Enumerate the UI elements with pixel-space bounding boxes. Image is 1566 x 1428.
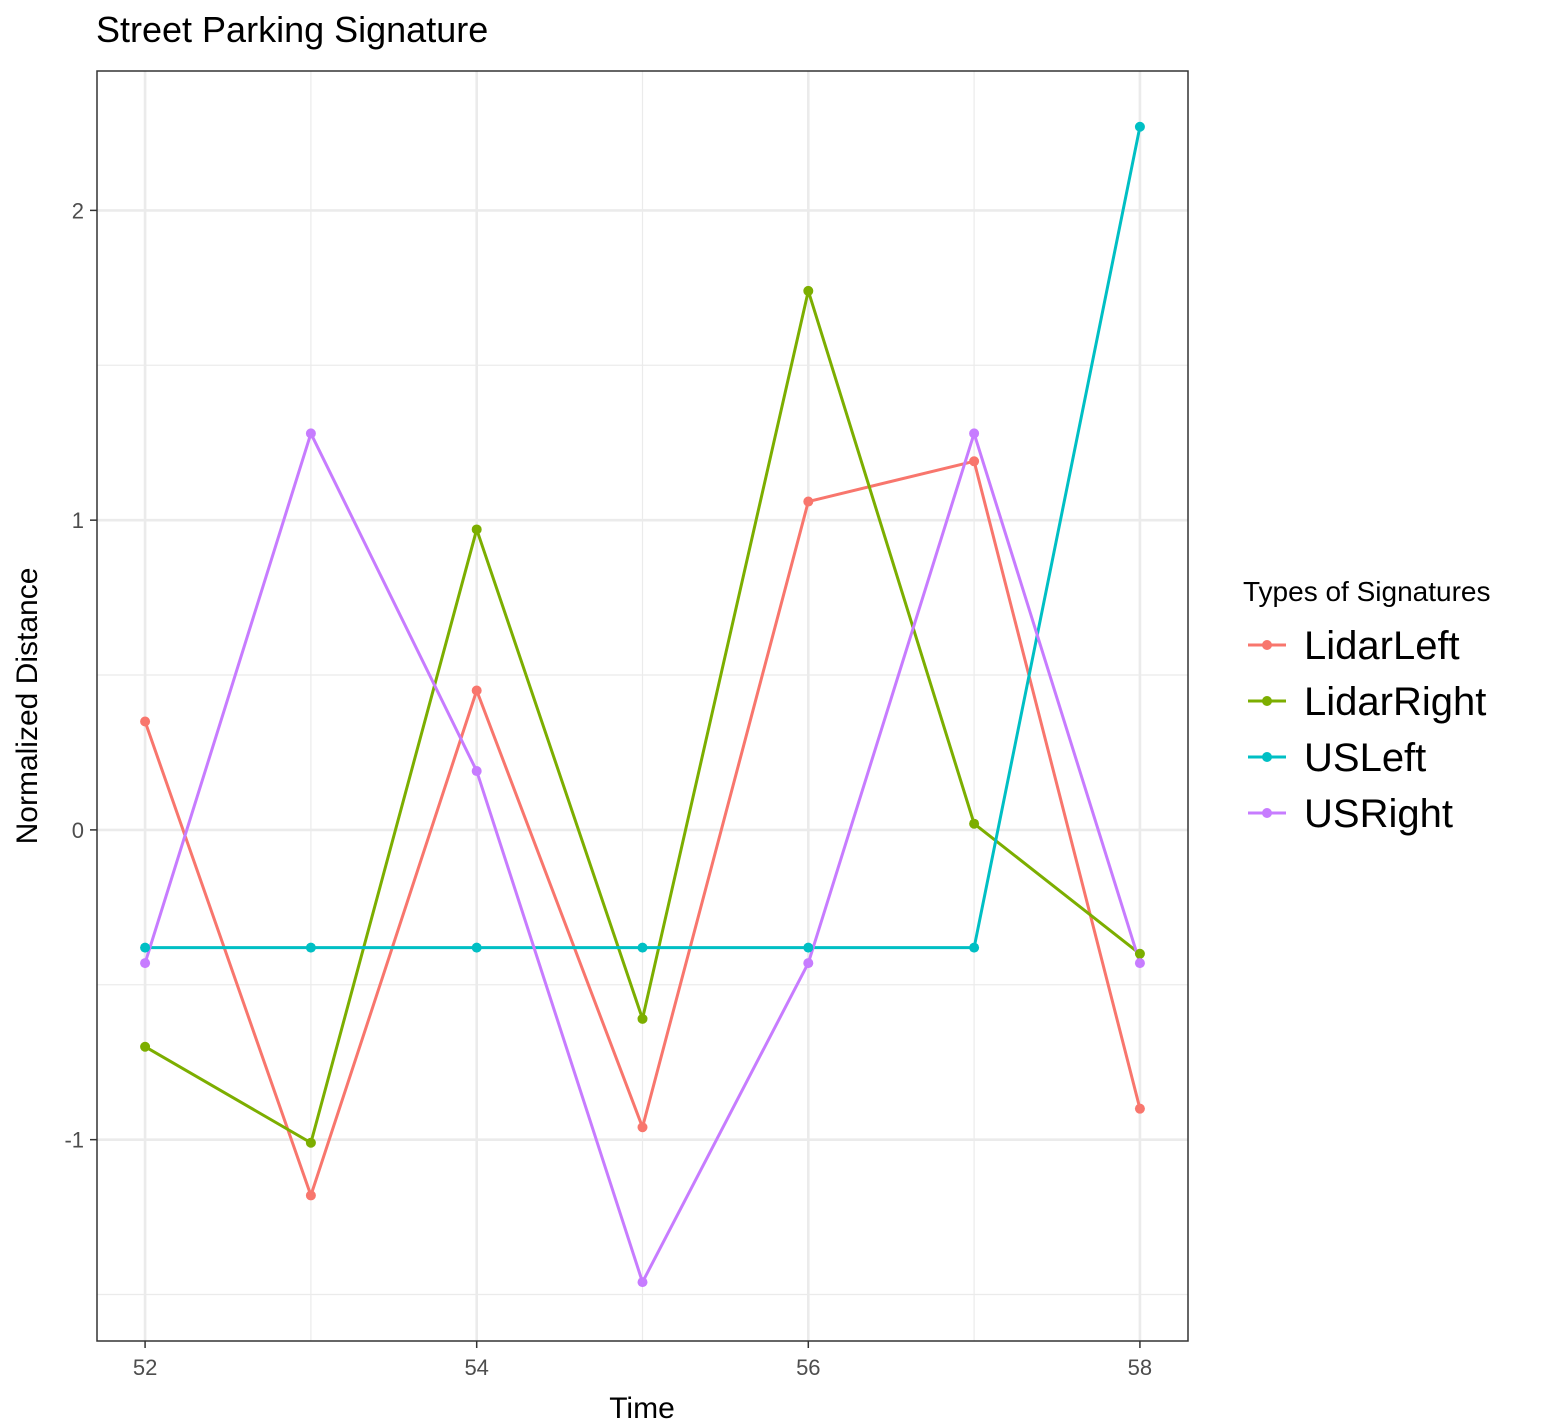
data-point-usright xyxy=(803,958,814,969)
data-point-lidarleft xyxy=(637,1122,648,1133)
legend-item-lidarleft: LidarLeft xyxy=(1248,624,1460,668)
data-point-usright xyxy=(471,766,482,777)
x-axis: 52 54 56 58 xyxy=(133,1341,1152,1380)
series-points xyxy=(140,121,1145,1288)
data-point-lidarright xyxy=(471,524,482,535)
legend-key-point xyxy=(1262,752,1272,762)
data-point-lidarright xyxy=(803,285,814,296)
legend-label: LidarLeft xyxy=(1304,624,1460,668)
legend: Types of Signatures LidarLeft LidarRight U… xyxy=(1243,576,1490,836)
data-point-usleft xyxy=(803,942,814,953)
data-point-usright xyxy=(305,428,316,439)
data-point-lidarright xyxy=(637,1013,648,1024)
x-tick-label: 58 xyxy=(1128,1355,1152,1380)
x-axis-title: Time xyxy=(609,1392,675,1425)
data-point-usleft xyxy=(471,942,482,953)
x-tick-label: 52 xyxy=(133,1355,157,1380)
x-tick-label: 56 xyxy=(796,1355,820,1380)
data-point-lidarright xyxy=(140,1041,151,1052)
y-tick-label: 2 xyxy=(72,198,84,223)
major-gridlines xyxy=(97,71,1188,1341)
legend-item-usleft: USLeft xyxy=(1248,736,1426,780)
data-point-usright xyxy=(969,428,980,439)
legend-item-usright: USRight xyxy=(1248,792,1453,836)
legend-title: Types of Signatures xyxy=(1243,576,1490,607)
legend-key-point xyxy=(1262,640,1272,650)
data-point-lidarright xyxy=(1134,948,1145,959)
data-point-lidarleft xyxy=(471,685,482,696)
legend-key-point xyxy=(1262,808,1272,818)
legend-label: LidarRight xyxy=(1304,680,1486,724)
data-point-usleft xyxy=(637,942,648,953)
y-axis: -1 0 1 2 xyxy=(64,198,97,1153)
x-tick-label: 54 xyxy=(464,1355,488,1380)
y-tick-label: 1 xyxy=(72,508,84,533)
data-point-lidarleft xyxy=(1134,1103,1145,1114)
data-point-lidarleft xyxy=(969,456,980,467)
data-point-usleft xyxy=(305,942,316,953)
data-point-lidarright xyxy=(305,1137,316,1148)
minor-gridlines xyxy=(97,71,1188,1341)
data-point-usright xyxy=(637,1277,648,1288)
legend-label: USLeft xyxy=(1304,736,1426,780)
data-point-usright xyxy=(1134,958,1145,969)
y-tick-label: -1 xyxy=(64,1128,84,1153)
data-point-usleft xyxy=(969,942,980,953)
y-axis-title: Normalized Distance xyxy=(11,568,44,845)
legend-label: USRight xyxy=(1304,792,1453,836)
plot-border xyxy=(96,70,1189,1342)
data-point-lidarright xyxy=(969,818,980,829)
data-point-lidarleft xyxy=(803,496,814,507)
legend-item-lidarright: LidarRight xyxy=(1248,680,1486,724)
legend-items: LidarLeft LidarRight USLeft USRight xyxy=(1248,624,1486,836)
chart-title: Street Parking Signature xyxy=(96,9,488,50)
data-point-usleft xyxy=(140,942,151,953)
legend-key-point xyxy=(1262,696,1272,706)
data-point-lidarleft xyxy=(305,1190,316,1201)
data-point-lidarleft xyxy=(140,716,151,727)
data-point-usright xyxy=(140,958,151,969)
y-tick-label: 0 xyxy=(72,818,84,843)
data-point-usleft xyxy=(1134,121,1145,132)
